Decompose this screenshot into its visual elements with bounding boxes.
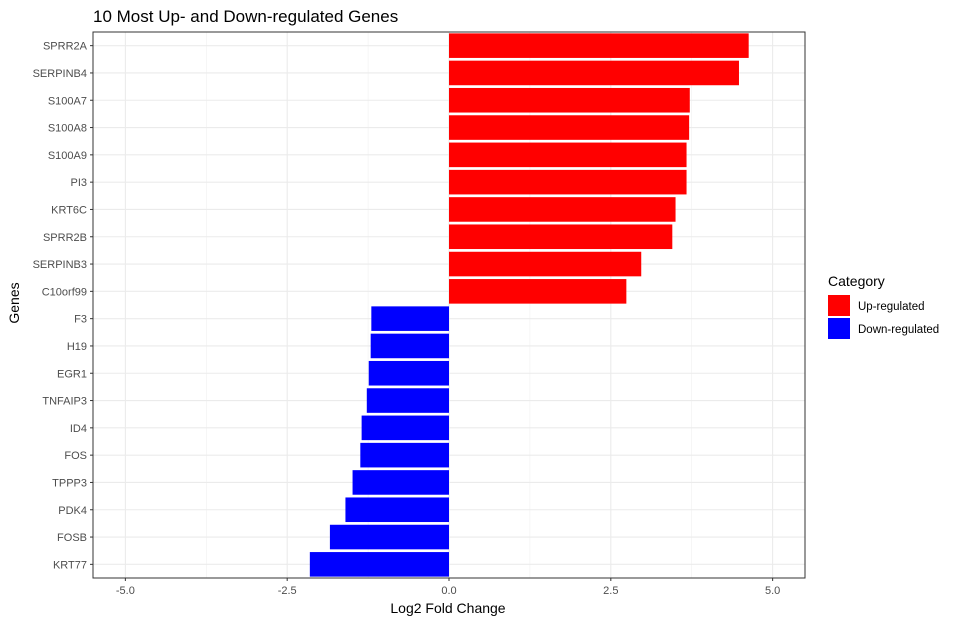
bar-serpinb3: [449, 251, 642, 277]
grid-lines: [93, 32, 805, 578]
bar-c10orf99: [449, 279, 627, 304]
bar-sprr2a: [449, 33, 749, 58]
x-axis-title: Log2 Fold Change: [390, 600, 505, 616]
bar-tnfaip3: [366, 388, 449, 413]
y-tick-label: SERPINB3: [33, 259, 87, 271]
bar-serpinb4: [449, 60, 739, 86]
y-tick-label: SPRR2B: [43, 232, 87, 244]
y-tick-label: H19: [67, 341, 87, 353]
legend-label: Up-regulated: [858, 301, 924, 313]
y-tick-label: SPRR2A: [43, 41, 88, 53]
y-tick-label: ID4: [70, 423, 87, 435]
y-tick-label: S100A8: [48, 123, 87, 135]
bar-h19: [370, 333, 449, 359]
legend-label: Down-regulated: [858, 324, 939, 336]
y-tick-label: PI3: [70, 177, 87, 189]
bar-fos: [360, 442, 449, 468]
legend-title: Category: [828, 273, 885, 289]
bar-fosb: [329, 524, 449, 550]
y-tick-label: KRT77: [53, 559, 87, 571]
x-tick-label: -2.5: [278, 585, 297, 597]
y-tick-label: C10orf99: [42, 286, 87, 298]
bar-krt6c: [449, 197, 676, 222]
y-tick-label: FOS: [64, 450, 87, 462]
x-tick-label: -5.0: [116, 585, 135, 597]
bar-f3: [371, 306, 449, 331]
legend-swatch: [828, 318, 850, 339]
y-tick-label: TPPP3: [52, 477, 87, 489]
y-tick-label: KRT6C: [51, 204, 87, 216]
y-tick-label: FOSB: [57, 532, 87, 544]
bar-krt77: [309, 552, 449, 577]
y-axis-title: Genes: [6, 282, 22, 323]
bars: [309, 33, 749, 577]
y-tick-label: F3: [74, 314, 87, 326]
y-axis-ticks: SPRR2A SERPINB4 S100A7 S100A8 S100A9 PI3 KRT6C…: [33, 41, 93, 571]
bar-id4: [361, 415, 449, 441]
bar-s100a9: [449, 142, 687, 168]
bar-pi3: [449, 169, 687, 195]
bar-egr1: [368, 360, 449, 386]
bar-tppp3: [352, 470, 449, 495]
x-tick-label: 2.5: [603, 585, 618, 597]
y-tick-label: S100A9: [48, 150, 87, 162]
y-tick-label: SERPINB4: [33, 68, 87, 80]
x-tick-label: 5.0: [765, 585, 780, 597]
y-tick-label: EGR1: [57, 368, 87, 380]
bar-sprr2b: [449, 224, 673, 250]
legend: Category Up-regulated Down-regulated: [828, 273, 939, 339]
x-tick-label: 0.0: [441, 585, 456, 597]
x-axis-ticks: -5.0 -2.5 0.0 2.5 5.0: [116, 578, 780, 597]
bar-s100a8: [449, 115, 690, 140]
y-tick-label: PDK4: [58, 505, 87, 517]
legend-swatch: [828, 295, 850, 316]
bar-pdk4: [345, 497, 449, 523]
chart-title: 10 Most Up- and Down-regulated Genes: [93, 7, 398, 26]
y-tick-label: S100A7: [48, 95, 87, 107]
bar-s100a7: [449, 87, 690, 113]
y-tick-label: TNFAIP3: [42, 396, 87, 408]
